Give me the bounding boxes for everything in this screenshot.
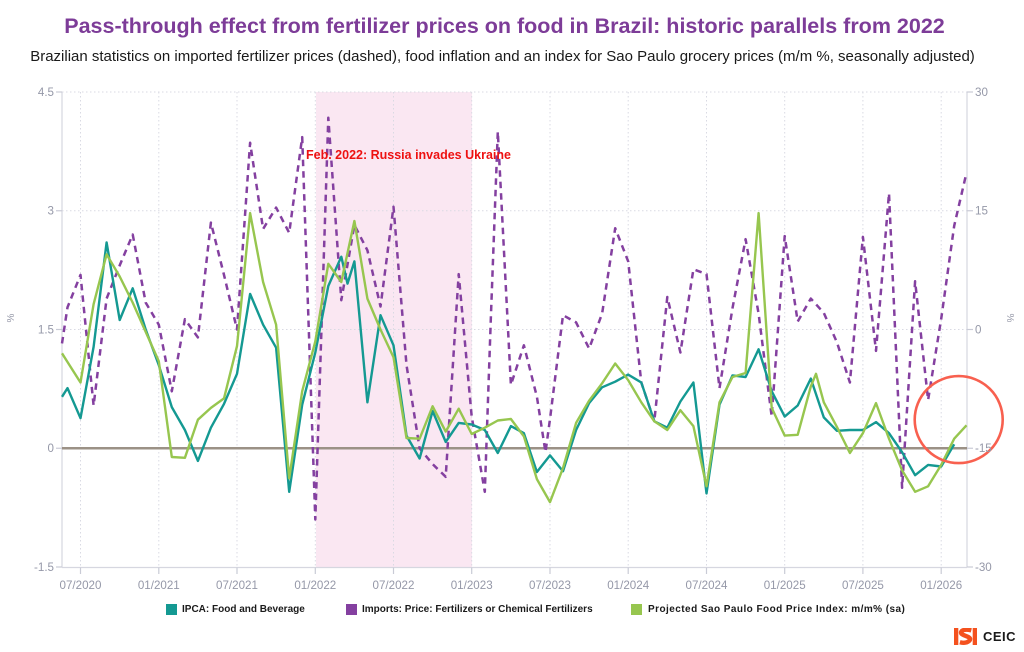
svg-text:-15: -15: [975, 442, 992, 455]
svg-text:15: 15: [975, 205, 988, 218]
svg-text:07/2025: 07/2025: [842, 579, 884, 592]
svg-text:01/2021: 01/2021: [138, 579, 180, 592]
svg-text:01/2025: 01/2025: [764, 579, 806, 592]
svg-text:1.5: 1.5: [38, 323, 54, 336]
svg-text:30: 30: [975, 86, 988, 99]
svg-text:07/2023: 07/2023: [529, 579, 571, 592]
svg-text:4.5: 4.5: [38, 86, 54, 99]
svg-text:-30: -30: [975, 561, 992, 574]
svg-text:%: %: [6, 313, 17, 322]
svg-text:-1.5: -1.5: [34, 561, 54, 574]
svg-text:07/2021: 07/2021: [216, 579, 258, 592]
svg-text:0: 0: [48, 442, 54, 455]
svg-text:01/2026: 01/2026: [920, 579, 962, 592]
svg-text:3: 3: [48, 205, 54, 218]
svg-text:0: 0: [975, 323, 981, 336]
svg-text:%: %: [1004, 314, 1015, 323]
svg-text:07/2022: 07/2022: [373, 579, 415, 592]
svg-text:07/2024: 07/2024: [686, 579, 728, 592]
svg-text:01/2024: 01/2024: [607, 579, 649, 592]
svg-text:07/2020: 07/2020: [60, 579, 102, 592]
svg-text:01/2023: 01/2023: [451, 579, 493, 592]
svg-text:01/2022: 01/2022: [294, 579, 336, 592]
